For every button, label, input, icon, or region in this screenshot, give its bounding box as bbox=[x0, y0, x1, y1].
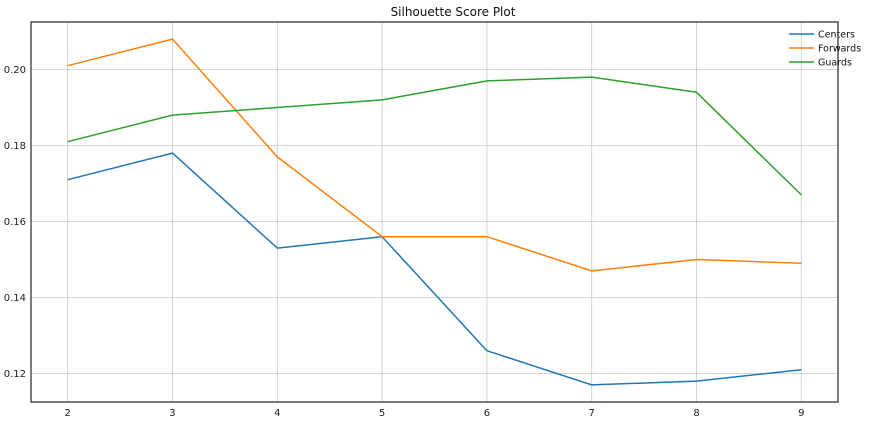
chart-title: Silhouette Score Plot bbox=[391, 5, 516, 19]
series-line-centers bbox=[67, 152, 802, 386]
y-axis-ticks: 0.12 0.14 0.16 0.18 0.20 bbox=[4, 65, 26, 380]
legend: Centers Forwards Guards bbox=[789, 30, 861, 69]
x-tick-label: 4 bbox=[274, 408, 280, 419]
y-tick-label: 0.14 bbox=[4, 293, 26, 304]
series-line-guards bbox=[67, 76, 802, 196]
y-tick-label: 0.16 bbox=[4, 217, 26, 228]
x-tick-label: 5 bbox=[379, 408, 385, 419]
series-lines bbox=[67, 38, 802, 386]
x-tick-label: 7 bbox=[589, 408, 595, 419]
legend-item-centers: Centers bbox=[789, 30, 855, 41]
grid-lines bbox=[31, 22, 838, 402]
legend-item-guards: Guards bbox=[789, 58, 852, 69]
y-tick-label: 0.12 bbox=[4, 369, 26, 380]
y-tick-label: 0.18 bbox=[4, 141, 26, 152]
legend-label: Forwards bbox=[818, 44, 861, 55]
x-tick-label: 6 bbox=[484, 408, 490, 419]
legend-item-forwards: Forwards bbox=[789, 44, 861, 55]
x-tick-label: 3 bbox=[169, 408, 175, 419]
x-tick-label: 8 bbox=[693, 408, 699, 419]
x-tick-label: 2 bbox=[64, 408, 70, 419]
x-tick-label: 9 bbox=[798, 408, 804, 419]
legend-label: Centers bbox=[818, 30, 855, 41]
legend-label: Guards bbox=[818, 58, 852, 69]
x-axis-ticks: 2 3 4 5 6 7 8 9 bbox=[64, 408, 804, 419]
y-tick-label: 0.20 bbox=[4, 65, 26, 76]
series-line-forwards bbox=[67, 38, 802, 272]
plot-frame bbox=[30, 21, 839, 403]
